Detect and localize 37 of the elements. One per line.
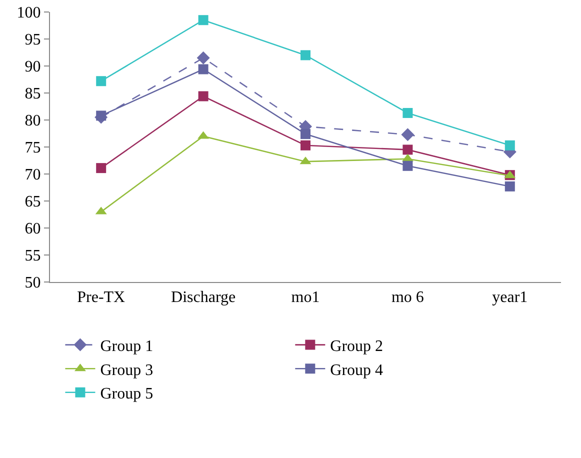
- y-tick-label: 50: [24, 274, 41, 292]
- y-tick-label: 80: [24, 112, 41, 130]
- point: [198, 91, 208, 102]
- point: [198, 64, 208, 74]
- y-tick-label: 95: [24, 32, 41, 49]
- x-tick-label: mo 6: [391, 289, 424, 306]
- point: [96, 110, 106, 121]
- y-tick-label: 60: [24, 220, 41, 238]
- point: [300, 129, 310, 140]
- x-tick-label: Pre-TX: [77, 289, 126, 306]
- point: [96, 163, 106, 174]
- y-tick-label: 100: [16, 4, 41, 22]
- x-tick-label: Discharge: [171, 289, 236, 306]
- point: [198, 15, 208, 26]
- point: [402, 144, 413, 155]
- y-tick-label: 85: [24, 86, 41, 103]
- y-tick-label: 55: [24, 248, 41, 265]
- y-tick-label: 90: [24, 58, 41, 76]
- legend-label: Group 1: [100, 338, 154, 356]
- point: [402, 160, 413, 171]
- point: [401, 128, 414, 142]
- point: [504, 181, 515, 192]
- y-tick-label: 75: [24, 140, 41, 157]
- legend-label: Group 5: [100, 386, 154, 403]
- y-tick-label: 70: [24, 166, 41, 184]
- x-tick-label: year1: [492, 289, 528, 306]
- point: [300, 140, 310, 150]
- y-tick-label: 65: [24, 194, 41, 211]
- point: [196, 51, 210, 64]
- point: [96, 76, 106, 86]
- point: [504, 140, 515, 150]
- legend-label: Group 3: [100, 362, 154, 379]
- legend-label: Group 4: [330, 362, 384, 379]
- point: [402, 108, 413, 118]
- legend-label: Group 2: [330, 338, 384, 356]
- x-tick-label: mo1: [291, 289, 320, 306]
- point: [300, 50, 310, 60]
